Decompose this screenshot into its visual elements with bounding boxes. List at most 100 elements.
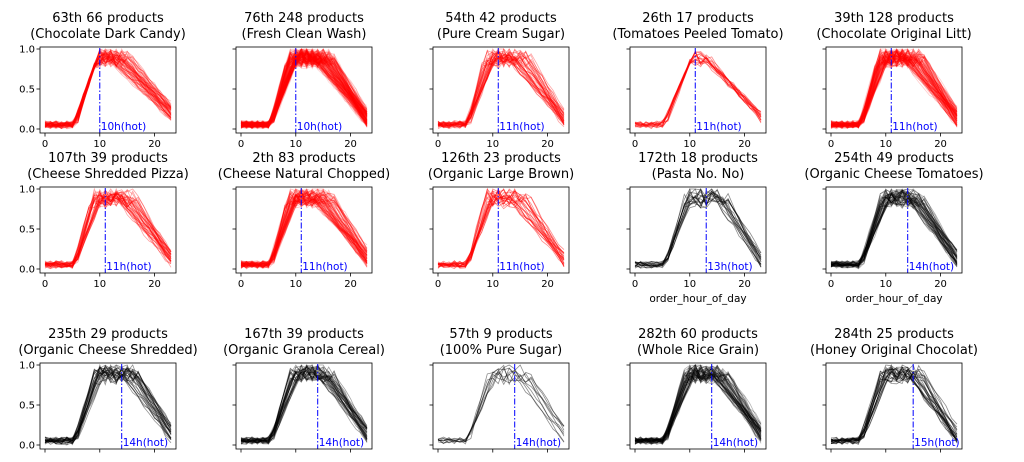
- series-line: [830, 49, 958, 130]
- series-line: [240, 189, 368, 265]
- series-group: [830, 47, 958, 130]
- series-line: [44, 49, 172, 128]
- series-line: [830, 48, 958, 129]
- series-line: [437, 48, 565, 128]
- series-line: [240, 55, 368, 128]
- series-line: [830, 192, 958, 267]
- series-line: [240, 55, 368, 129]
- series-line: [240, 189, 368, 266]
- series-line: [830, 51, 958, 128]
- series-line: [830, 366, 958, 443]
- series-line: [240, 364, 368, 443]
- series-line: [437, 50, 565, 128]
- series-line: [240, 192, 368, 269]
- series-line: [44, 193, 172, 268]
- series-line: [240, 52, 368, 128]
- y-tick-label: 1.0: [19, 361, 35, 372]
- series-line: [240, 50, 368, 130]
- series-line: [240, 48, 368, 128]
- series-line: [240, 48, 368, 129]
- series-line: [44, 47, 172, 126]
- series-line: [634, 364, 762, 443]
- series-line: [830, 50, 958, 125]
- series-line: [44, 54, 172, 128]
- series-line: [240, 48, 368, 127]
- series-line: [44, 188, 172, 268]
- series-line: [830, 51, 958, 128]
- series-line: [830, 364, 958, 445]
- series-line: [240, 52, 368, 128]
- series-line: [44, 367, 172, 443]
- series-line: [240, 51, 368, 129]
- series-line: [830, 49, 958, 129]
- series-line: [44, 190, 172, 270]
- series-line: [830, 50, 958, 128]
- series-line: [240, 53, 368, 129]
- series-line: [240, 48, 368, 127]
- series-line: [830, 196, 958, 267]
- series-line: [45, 51, 172, 127]
- series-line: [44, 190, 172, 268]
- series-line: [240, 48, 368, 128]
- series-group: [44, 187, 172, 270]
- series-line: [240, 54, 368, 129]
- subplot-title: 57th 9 products: [449, 327, 552, 342]
- series-line: [240, 52, 368, 126]
- series-line: [634, 366, 762, 445]
- series-line: [437, 53, 565, 128]
- series-line: [240, 190, 368, 268]
- series-line: [830, 188, 958, 268]
- peak-label: 11h(hot): [302, 261, 347, 273]
- series-line: [240, 48, 368, 129]
- series-line: [44, 50, 172, 129]
- series-line: [240, 49, 368, 129]
- series-line: [240, 49, 368, 129]
- x-tick-label: 20: [148, 139, 161, 150]
- series-line: [240, 51, 368, 129]
- series-line: [240, 367, 368, 444]
- series-line: [830, 54, 958, 127]
- series-line: [240, 47, 368, 129]
- series-line: [830, 193, 958, 267]
- series-line: [240, 190, 368, 268]
- series-line: [240, 49, 368, 128]
- axes-frame: [39, 362, 177, 450]
- series-line: [830, 366, 958, 445]
- series-group: [240, 364, 368, 445]
- series-line: [44, 188, 172, 269]
- series-line: [240, 52, 368, 128]
- series-line: [44, 50, 172, 128]
- series-line: [830, 189, 958, 269]
- axes-frame: [825, 46, 963, 134]
- series-line: [634, 367, 762, 443]
- subplot-title: 76th 248 products: [244, 11, 364, 26]
- axes-frame: [825, 186, 963, 274]
- series-line: [240, 48, 368, 128]
- series-line: [240, 53, 368, 127]
- series-line: [240, 199, 368, 267]
- series-line: [240, 49, 368, 128]
- series-line: [44, 366, 172, 443]
- x-tick-label: 0: [632, 139, 638, 150]
- series-line: [830, 48, 958, 127]
- series-line: [830, 371, 958, 445]
- series-line: [830, 49, 958, 128]
- series-line: [830, 50, 958, 129]
- series-line: [830, 49, 958, 129]
- series-line: [240, 48, 368, 127]
- peak-label: 15h(hot): [914, 437, 959, 449]
- series-line: [830, 56, 958, 126]
- series-line: [44, 366, 172, 445]
- x-tick-label: 20: [541, 139, 554, 150]
- series-line: [830, 49, 958, 128]
- series-line: [44, 188, 172, 268]
- series-line: [44, 193, 172, 269]
- series-line: [830, 193, 958, 268]
- series-line: [45, 52, 172, 127]
- series-line: [240, 50, 368, 130]
- series-line: [44, 364, 172, 444]
- series-line: [240, 50, 368, 126]
- series-line: [830, 55, 958, 128]
- series-line: [44, 366, 172, 445]
- series-line: [830, 366, 958, 443]
